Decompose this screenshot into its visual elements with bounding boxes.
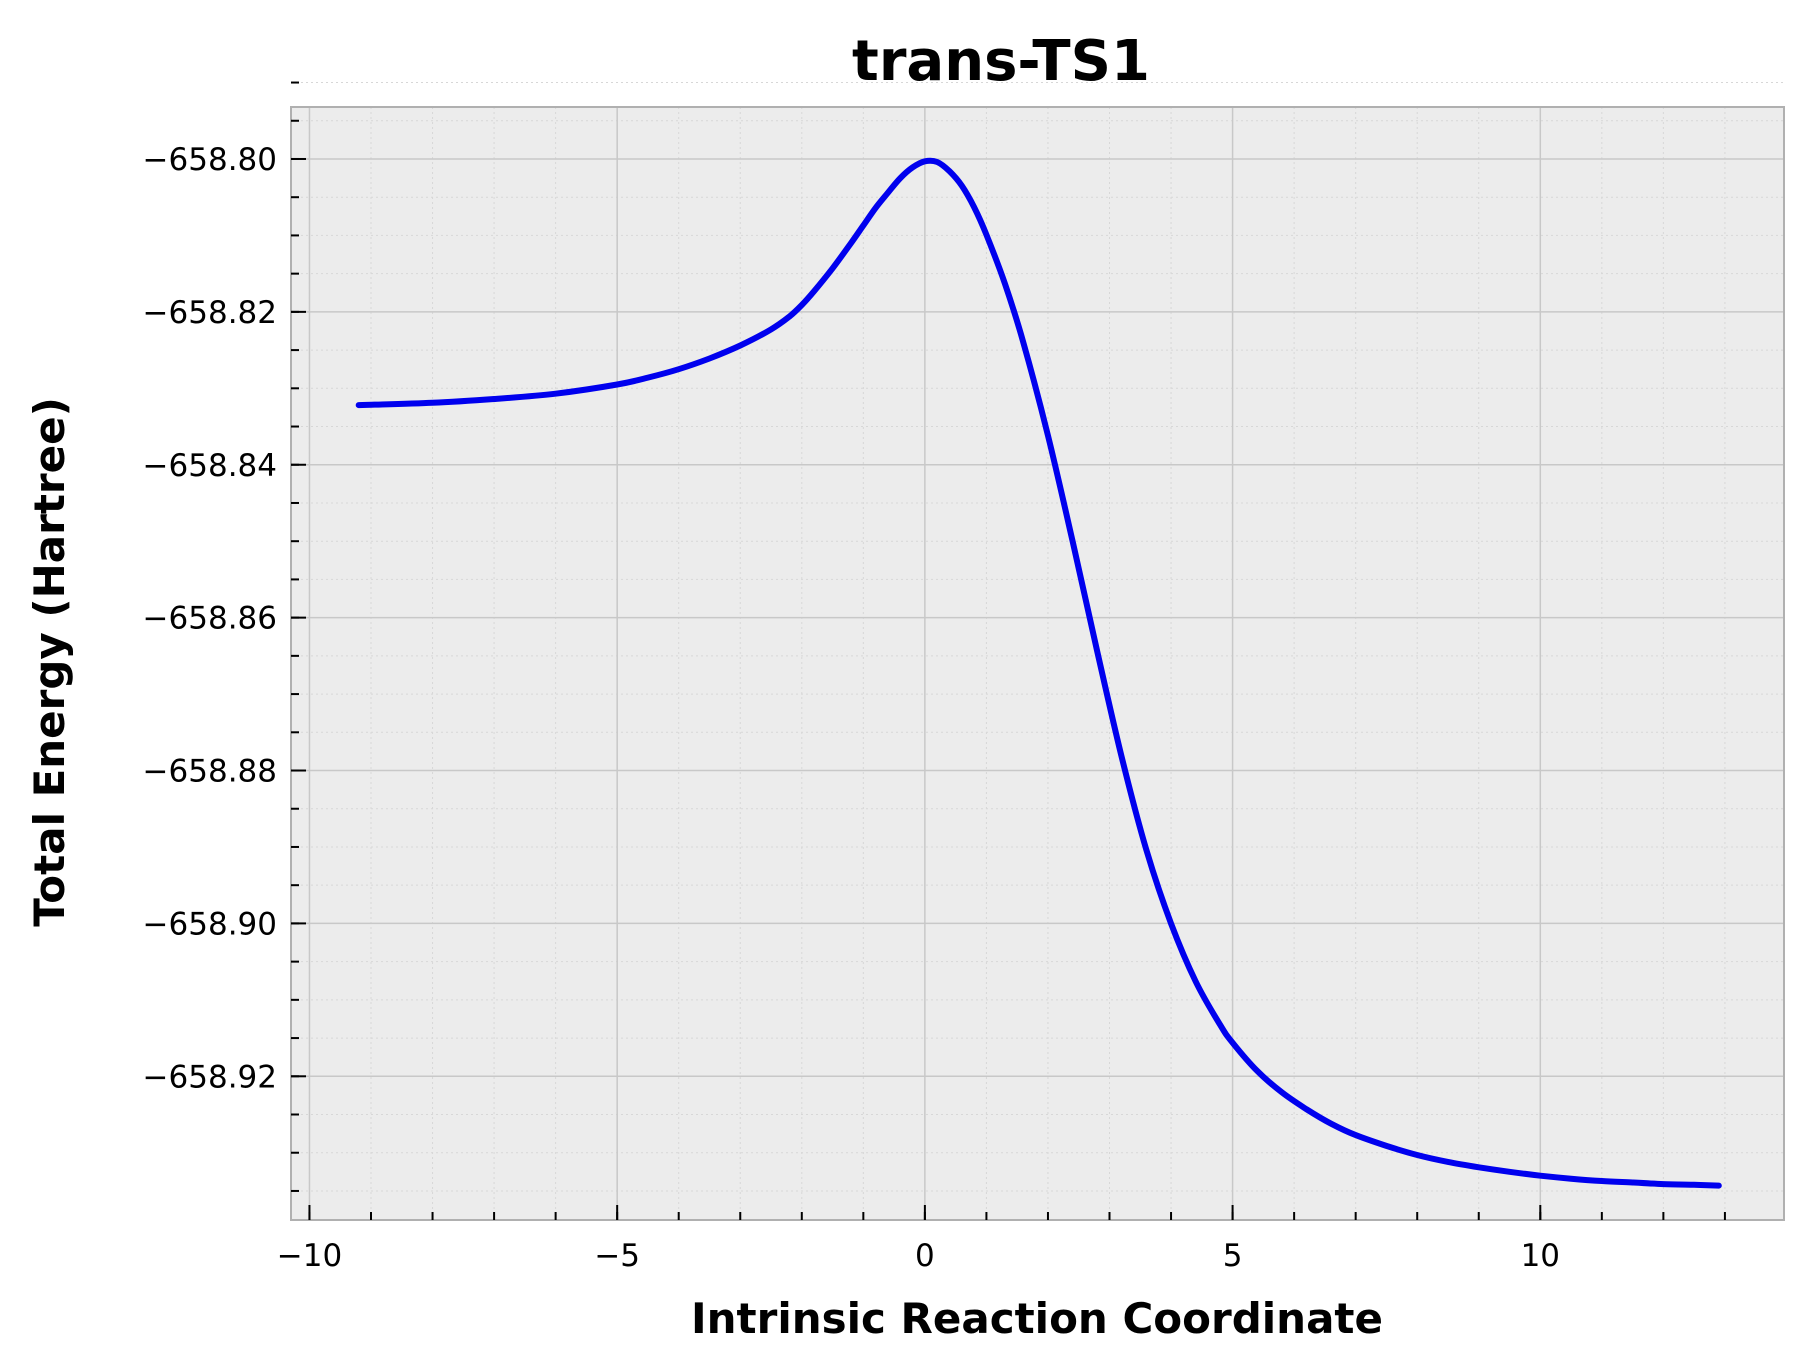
x-axis-label: Intrinsic Reaction Coordinate — [691, 1294, 1383, 1343]
x-axis: −10 −5 0 5 10 — [277, 1205, 1726, 1274]
chart-title: trans-TS1 — [852, 29, 1150, 94]
plot-frame — [290, 106, 1785, 1221]
y-axis: −658.80 −658.82 −658.84 −658.86 −658.88 −658.… — [143, 81, 306, 1192]
y-tick-label: −658.86 — [143, 601, 277, 637]
plot-area — [291, 107, 1784, 1220]
x-tick-label: 5 — [1223, 1238, 1243, 1274]
x-tick-label: 0 — [915, 1238, 935, 1274]
x-tick-label: −5 — [594, 1238, 640, 1274]
y-tick-label: −658.84 — [143, 448, 277, 484]
y-tick-label: −658.90 — [143, 906, 277, 942]
series-line — [355, 157, 1722, 1189]
major-grid — [291, 107, 1784, 1220]
y-tick-label: −658.80 — [143, 142, 277, 178]
y-axis-label: Total Energy (Hartree) — [25, 397, 74, 927]
y-tick-label: −658.92 — [143, 1059, 277, 1095]
x-tick-label: −10 — [277, 1238, 342, 1274]
y-tick-label: −658.88 — [143, 754, 277, 790]
y-tick-label: −658.82 — [143, 295, 277, 331]
x-tick-label: 10 — [1521, 1238, 1560, 1274]
